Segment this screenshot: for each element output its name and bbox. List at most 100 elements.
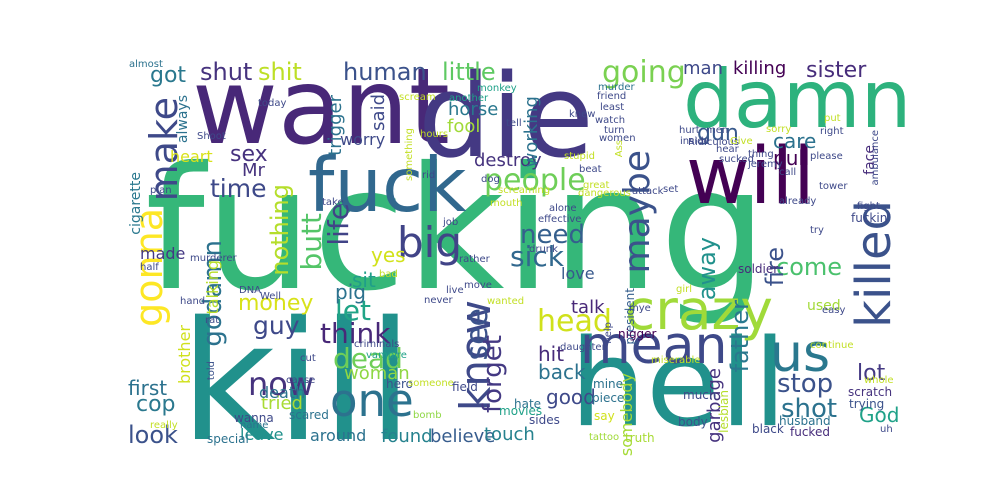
word-131: murderer [190, 253, 237, 264]
word-63: sit [352, 268, 376, 292]
word-6: damn [683, 53, 912, 146]
word-190: easy [822, 305, 846, 316]
word-184: hear [716, 144, 739, 155]
word-82: love [561, 264, 595, 283]
word-181: please [810, 151, 843, 162]
word-73: around [310, 426, 367, 445]
word-109: tattoo [589, 432, 620, 443]
word-145: least [600, 102, 625, 113]
word-108: truth [625, 431, 655, 445]
word-196: daughter [560, 342, 606, 353]
word-23: shut [200, 58, 253, 86]
word-172: hurt [679, 125, 700, 136]
word-173: men [706, 125, 729, 136]
word-65: woman [344, 363, 410, 384]
word-156: effective [538, 214, 582, 225]
word-92: used [807, 298, 841, 314]
word-76: touch [484, 424, 535, 445]
word-147: turn [604, 125, 625, 136]
word-27: killing [733, 58, 787, 79]
word-114: field [452, 380, 478, 394]
word-70: horse [448, 99, 499, 120]
word-174: Ridiculous [688, 137, 740, 148]
word-182: tower [819, 181, 848, 192]
word-153: great [583, 180, 610, 191]
word-129: hand [180, 296, 206, 307]
word-134: almost [129, 59, 163, 70]
word-132: plan [150, 185, 172, 196]
word-81: talk [571, 297, 605, 318]
word-183: put [824, 113, 841, 124]
word-195: help [603, 322, 614, 344]
word-140: another [449, 93, 489, 104]
word-121: name [240, 420, 269, 431]
word-199: Ass [614, 140, 625, 158]
word-138: hours [420, 129, 449, 140]
word-67: first [128, 376, 168, 400]
word-187: fight [857, 201, 880, 212]
word-34: nothing [266, 184, 294, 276]
word-96: trying [849, 397, 885, 411]
word-44: now [248, 365, 315, 403]
word-66: Mr [242, 160, 265, 181]
word-16: one [330, 374, 414, 427]
word-169: screaming [498, 185, 551, 196]
word-160: rather [459, 254, 490, 265]
word-25: little [442, 58, 496, 86]
word-75: believe [430, 426, 496, 447]
word-157: alone [549, 203, 577, 214]
word-151: stupid [564, 151, 595, 162]
word-135: today [258, 98, 287, 109]
word-116: someone [408, 378, 454, 389]
word-152: beat [579, 164, 602, 175]
word-58: pull [773, 146, 810, 170]
word-55: lot [857, 361, 886, 386]
word-69: fool [447, 116, 481, 137]
word-189: try [810, 225, 824, 236]
word-93: fuckin' [851, 211, 891, 225]
word-197: miserable [651, 355, 701, 366]
word-8: fuck [308, 141, 467, 229]
word-141: tell [506, 118, 522, 129]
word-159: drunk [529, 244, 558, 255]
word-83: made [140, 244, 186, 263]
word-28: man [683, 58, 723, 79]
word-136: scream [399, 92, 436, 103]
word-125: cause [286, 375, 316, 386]
word-53: look [128, 421, 178, 449]
word-85: said [368, 94, 389, 131]
word-200: mye [629, 303, 651, 314]
word-107: piece [592, 391, 625, 405]
word-98: black [752, 422, 784, 436]
word-186: ambulance [870, 130, 881, 186]
word-198: inside [680, 136, 710, 147]
word-101: lesbian [717, 390, 731, 433]
word-175: Give [730, 136, 753, 147]
word-188: already [779, 196, 817, 207]
word-97: husband [779, 414, 831, 428]
word-43: dead [333, 342, 403, 375]
word-74: found [381, 426, 433, 447]
word-50: father [726, 300, 754, 373]
word-115: hero [386, 377, 413, 391]
word-36: life [322, 203, 355, 246]
word-3: hell [570, 315, 787, 454]
word-20: people [484, 163, 586, 198]
word-14: maybe [617, 150, 658, 274]
word-158: job [443, 217, 459, 228]
word-177: jeremy [748, 159, 783, 170]
word-167: DNA [239, 285, 262, 296]
word-60: back [538, 360, 586, 384]
word-38: sick [510, 240, 564, 273]
word-143: murder [598, 82, 635, 93]
word-9: crazy [625, 278, 773, 342]
word-150: rid [422, 170, 436, 181]
word-161: bad [379, 269, 398, 280]
word-149: dog [481, 174, 500, 185]
word-51: stop [777, 369, 834, 399]
word-117: bomb [413, 410, 442, 421]
word-179: sorry [766, 124, 792, 135]
word-166: Well [260, 291, 282, 302]
word-162: live [446, 285, 464, 296]
word-194: girl [676, 284, 693, 295]
